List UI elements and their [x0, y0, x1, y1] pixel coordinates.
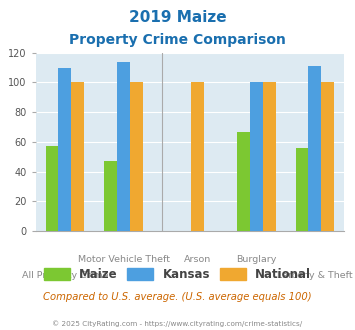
Bar — [237, 131, 250, 231]
Bar — [130, 82, 143, 231]
Text: Property Crime Comparison: Property Crime Comparison — [69, 33, 286, 47]
Legend: Maize, Kansas, National: Maize, Kansas, National — [39, 263, 316, 286]
Text: Motor Vehicle Theft: Motor Vehicle Theft — [78, 255, 170, 264]
Bar — [45, 146, 59, 231]
Bar — [321, 82, 334, 231]
Bar — [117, 62, 130, 231]
Bar — [263, 82, 275, 231]
Bar — [295, 148, 308, 231]
Bar — [59, 68, 71, 231]
Text: All Property Crime: All Property Crime — [22, 271, 108, 280]
Text: 2019 Maize: 2019 Maize — [129, 10, 226, 25]
Text: Burglary: Burglary — [236, 255, 276, 264]
Bar — [104, 161, 117, 231]
Bar — [71, 82, 84, 231]
Text: © 2025 CityRating.com - https://www.cityrating.com/crime-statistics/: © 2025 CityRating.com - https://www.city… — [53, 320, 302, 327]
Text: Larceny & Theft: Larceny & Theft — [277, 271, 353, 280]
Bar — [250, 82, 263, 231]
Text: Compared to U.S. average. (U.S. average equals 100): Compared to U.S. average. (U.S. average … — [43, 292, 312, 302]
Bar — [308, 66, 321, 231]
Text: Arson: Arson — [184, 255, 211, 264]
Bar — [191, 82, 204, 231]
